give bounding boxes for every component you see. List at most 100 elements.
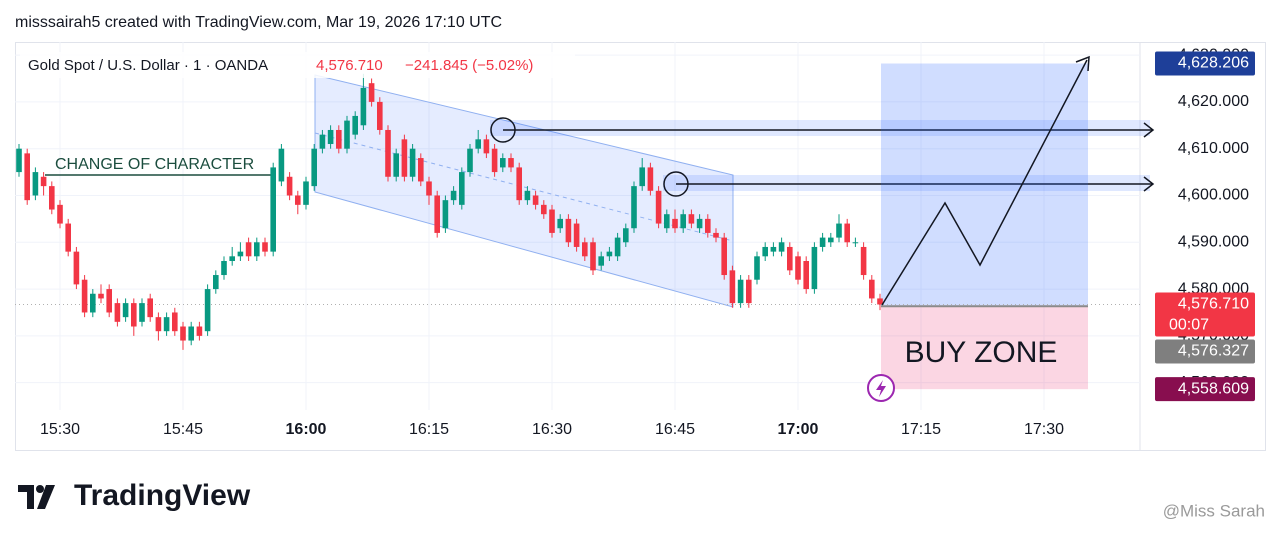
candle-body bbox=[418, 158, 424, 182]
candle-body bbox=[286, 176, 293, 196]
candle-body bbox=[352, 115, 358, 135]
marker-circle bbox=[663, 171, 689, 197]
candle-body bbox=[459, 172, 465, 205]
candle-body bbox=[311, 148, 317, 187]
candle-body bbox=[696, 218, 703, 229]
candle-body bbox=[819, 237, 826, 247]
candle-body bbox=[787, 246, 793, 271]
x-tick-label: 16:45 bbox=[655, 421, 695, 438]
candle-body bbox=[795, 256, 801, 280]
grid bbox=[15, 42, 1140, 410]
annotation: CHANGE OF CHARACTER bbox=[55, 156, 254, 173]
event-bolt bbox=[876, 380, 886, 397]
candle-body bbox=[508, 158, 514, 168]
candle-body bbox=[606, 251, 613, 257]
candle-body bbox=[647, 167, 654, 191]
y-tick-label: 4,600.000 bbox=[1178, 187, 1249, 204]
candle-body bbox=[541, 204, 547, 215]
candle-body bbox=[557, 218, 563, 229]
candle-body bbox=[360, 87, 367, 126]
candle-body bbox=[614, 237, 621, 257]
candle-body bbox=[442, 200, 449, 229]
candle-body bbox=[705, 218, 711, 233]
candle-body bbox=[196, 326, 203, 336]
candle-body bbox=[475, 139, 481, 149]
candle-body bbox=[664, 214, 670, 229]
x-tick-label: 15:30 bbox=[40, 421, 80, 438]
projection-arrow bbox=[881, 59, 1088, 306]
candle-body bbox=[729, 270, 736, 304]
candle-body bbox=[828, 237, 834, 243]
x-tick-label: 16:15 bbox=[409, 421, 449, 438]
candle-body bbox=[221, 260, 227, 276]
zones bbox=[15, 63, 1140, 390]
x-tick-label: 16:30 bbox=[532, 421, 572, 438]
x-tick-label: 16:00 bbox=[286, 421, 327, 438]
price-label-box bbox=[1155, 292, 1255, 337]
candle-body bbox=[450, 190, 457, 201]
y-tick-label: 4,620.000 bbox=[1178, 93, 1249, 110]
candle-body bbox=[24, 153, 30, 201]
candle-body bbox=[680, 214, 686, 229]
candle-body bbox=[688, 214, 695, 224]
x-tick-label: 17:00 bbox=[778, 421, 819, 438]
price-label: 4,558.609 bbox=[1178, 380, 1249, 397]
legend-bg bbox=[20, 52, 575, 78]
candle-body bbox=[426, 181, 432, 196]
y-tick-label: 4,610.000 bbox=[1178, 140, 1249, 157]
marker-circle bbox=[490, 117, 516, 143]
candle-body bbox=[57, 204, 63, 224]
candle-body bbox=[336, 129, 342, 149]
candle-body bbox=[582, 242, 588, 257]
candle-body bbox=[623, 228, 629, 243]
candle-body bbox=[131, 303, 137, 327]
x-tick-label: 17:15 bbox=[901, 421, 941, 438]
candle-body bbox=[811, 246, 818, 290]
candle-body bbox=[180, 326, 186, 341]
candle-body bbox=[262, 242, 268, 252]
candle-body bbox=[65, 223, 71, 252]
candle-body bbox=[213, 275, 219, 290]
candle-body bbox=[713, 232, 719, 238]
price-label: 4,576.327 bbox=[1178, 343, 1249, 360]
arrowhead bbox=[1143, 176, 1155, 192]
x-tick-label: 15:45 bbox=[163, 421, 203, 438]
candle-body bbox=[524, 190, 531, 201]
axes: 4,560.0004,570.0004,580.0004,590.0004,60… bbox=[40, 46, 1255, 438]
y-tick-label: 4,590.000 bbox=[1178, 233, 1249, 250]
candle-body bbox=[237, 251, 244, 257]
brand-logo bbox=[18, 485, 55, 509]
chart-frame bbox=[15, 42, 1266, 451]
candle-body bbox=[869, 279, 875, 299]
candle-body bbox=[516, 167, 522, 201]
candle-body bbox=[204, 289, 211, 332]
candle-body bbox=[877, 298, 883, 305]
candle-body bbox=[778, 242, 785, 252]
buy-zone bbox=[881, 306, 1088, 390]
target-zone bbox=[881, 63, 1088, 307]
candle-body bbox=[672, 218, 678, 229]
price-label-box bbox=[1155, 377, 1255, 402]
candle-body bbox=[852, 242, 859, 244]
candle-body bbox=[245, 242, 252, 257]
candle-body bbox=[860, 246, 867, 276]
candle-body bbox=[737, 279, 744, 304]
candle-body bbox=[491, 148, 498, 173]
candle-body bbox=[114, 303, 121, 322]
candle-body bbox=[16, 148, 22, 173]
candle-body bbox=[40, 176, 47, 187]
candle-body bbox=[98, 293, 104, 299]
candle-body bbox=[754, 256, 760, 280]
candle-body bbox=[631, 186, 637, 229]
candle-body bbox=[532, 195, 539, 205]
candle-body bbox=[598, 256, 604, 266]
last-price: 4,576.710 bbox=[316, 57, 383, 74]
candle-body bbox=[549, 209, 555, 233]
candle-body bbox=[270, 167, 276, 252]
candle-body bbox=[147, 298, 153, 318]
candle-body bbox=[90, 293, 96, 313]
watermark: @Miss Sarah bbox=[1163, 501, 1265, 520]
candle-body bbox=[188, 326, 194, 341]
candle-body bbox=[122, 303, 129, 318]
candle-body bbox=[81, 279, 88, 313]
